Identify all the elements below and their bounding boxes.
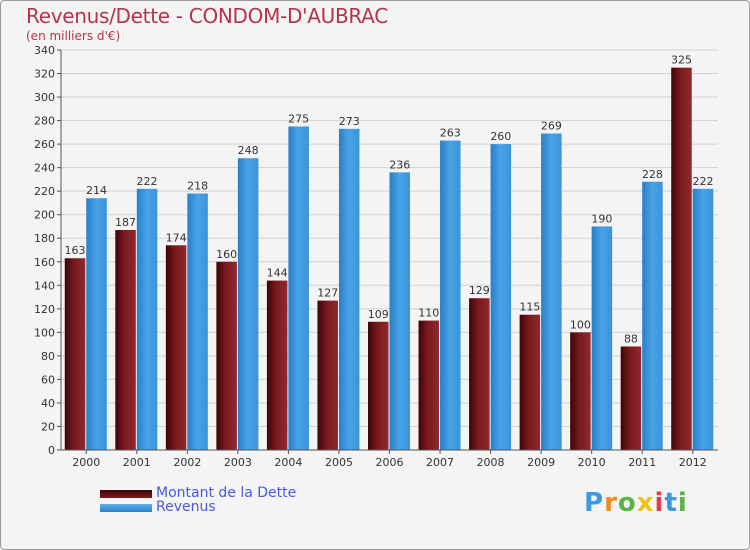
bar-debt-2000 [64, 258, 86, 450]
x-tick-label: 2000 [72, 456, 100, 469]
y-tick-label: 180 [34, 232, 55, 245]
data-label-debt: 127 [317, 287, 338, 300]
data-label-revenue: 236 [389, 158, 410, 171]
data-label-revenue: 275 [288, 112, 309, 125]
data-label-revenue: 190 [591, 212, 612, 225]
data-label-revenue: 248 [238, 144, 259, 157]
legend-swatch-debt [100, 490, 152, 498]
y-tick-label: 100 [34, 326, 55, 339]
bar-debt-2009 [519, 314, 541, 450]
data-label-debt: 174 [166, 231, 187, 244]
legend-label-revenue: Revenus [156, 499, 216, 515]
y-tick-label: 240 [34, 162, 55, 175]
y-tick-label: 0 [48, 444, 55, 457]
data-labels: 163 214 187 222 174 218 160 248 144 275 127 273 109 2… [65, 54, 714, 346]
bar-revenue-2003 [237, 158, 259, 450]
chart-subtitle: (en milliers d'€) [26, 29, 121, 43]
y-tick-label: 260 [34, 138, 55, 151]
x-tick-label: 2007 [426, 456, 454, 469]
y-tick-label: 300 [34, 91, 55, 104]
bar-revenue-2012 [692, 188, 714, 450]
x-tick-label: 2012 [679, 456, 707, 469]
bar-revenue-2005 [338, 128, 360, 450]
x-tick-label: 2010 [578, 456, 606, 469]
data-label-debt: 100 [570, 318, 591, 331]
data-label-debt: 129 [469, 284, 490, 297]
data-label-debt: 110 [418, 307, 439, 320]
bar-debt-2007 [418, 320, 440, 450]
data-label-debt: 325 [671, 54, 692, 67]
bar-debt-2003 [216, 261, 237, 450]
x-tick-label: 2006 [376, 456, 404, 469]
legend-swatch-revenue [100, 504, 152, 512]
data-label-debt: 187 [115, 216, 136, 229]
bar-revenue-2011 [642, 181, 663, 450]
proxiti-logo: Proxiti [584, 488, 688, 518]
y-tick-label: 160 [34, 256, 55, 269]
bar-revenue-2009 [541, 133, 562, 450]
data-label-revenue: 218 [187, 180, 208, 193]
data-label-revenue: 222 [692, 175, 713, 188]
data-label-debt: 109 [368, 308, 389, 321]
y-tick-label: 340 [34, 44, 55, 57]
x-tick-label: 2004 [274, 456, 302, 469]
bar-debt-2008 [469, 298, 490, 450]
data-label-revenue: 263 [440, 127, 461, 140]
y-tick-label: 220 [34, 185, 55, 198]
chart-title: Revenus/Dette - CONDOM-D'AUBRAC [26, 4, 388, 28]
bar-revenue-2001 [136, 188, 158, 450]
bars [64, 67, 714, 451]
data-label-revenue: 222 [137, 175, 158, 188]
data-label-debt: 144 [267, 267, 288, 280]
bar-revenue-2008 [490, 144, 512, 450]
bar-debt-2001 [115, 230, 136, 450]
bar-revenue-2004 [288, 126, 309, 451]
bar-debt-2002 [165, 245, 187, 450]
data-label-debt: 160 [216, 248, 237, 261]
y-tick-label: 200 [34, 209, 55, 222]
data-label-revenue: 273 [339, 115, 360, 128]
data-label-revenue: 260 [490, 130, 511, 143]
data-label-revenue: 214 [86, 184, 107, 197]
x-tick-label: 2002 [173, 456, 201, 469]
y-tick-label: 120 [34, 303, 55, 316]
data-label-debt: 163 [65, 244, 86, 257]
bar-debt-2005 [317, 300, 338, 450]
x-tick-label: 2009 [527, 456, 555, 469]
y-tick-label: 60 [41, 373, 55, 386]
x-tick-label: 2011 [628, 456, 656, 469]
axes: 0 20 40 60 80 100 120 140 160 180 200 220 240 260 280 3… [34, 44, 718, 469]
bar-revenue-2000 [86, 198, 107, 450]
data-label-revenue: 228 [642, 168, 663, 181]
y-tick-label: 20 [41, 420, 55, 433]
bar-revenue-2007 [440, 140, 461, 450]
y-tick-label: 80 [41, 350, 55, 363]
data-label-debt: 88 [624, 332, 638, 345]
x-tick-label: 2005 [325, 456, 353, 469]
bar-debt-2006 [368, 321, 389, 450]
data-label-revenue: 269 [541, 120, 562, 133]
bar-debt-2011 [620, 346, 642, 450]
legend-label-debt: Montant de la Dette [156, 485, 297, 501]
bar-revenue-2006 [389, 172, 410, 450]
x-tick-label: 2001 [123, 456, 151, 469]
bar-debt-2004 [266, 280, 288, 450]
y-tick-label: 40 [41, 397, 55, 410]
y-tick-label: 140 [34, 279, 55, 292]
bar-debt-2012 [671, 67, 692, 450]
y-tick-label: 320 [34, 68, 55, 81]
bar-debt-2010 [570, 332, 591, 450]
x-tick-label: 2003 [224, 456, 252, 469]
x-tick-label: 2008 [477, 456, 505, 469]
y-tick-label: 280 [34, 115, 55, 128]
data-label-debt: 115 [519, 301, 540, 314]
bar-revenue-2002 [187, 193, 208, 450]
bar-revenue-2010 [591, 226, 613, 450]
